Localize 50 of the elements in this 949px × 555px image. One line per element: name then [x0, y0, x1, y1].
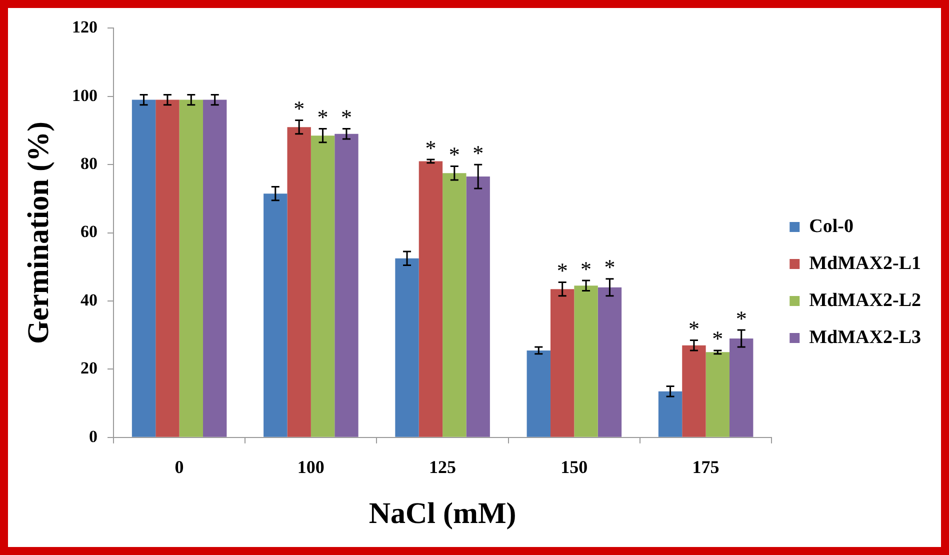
x-axis-title: NaCl (mM) — [368, 496, 516, 530]
y-axis-title: Germination (%) — [22, 122, 55, 344]
bar — [682, 345, 706, 437]
bar — [574, 286, 598, 437]
legend-label: MdMAX2-L3 — [809, 326, 922, 348]
bar — [418, 161, 443, 437]
bar — [264, 194, 288, 437]
data-label: * — [425, 135, 436, 160]
bar — [203, 100, 227, 437]
bar — [334, 134, 358, 437]
bar — [550, 289, 574, 437]
x-tick-label: 100 — [297, 456, 324, 477]
y-tick-label: 60 — [80, 222, 98, 242]
y-tick-label: 20 — [80, 358, 98, 378]
data-label: * — [688, 316, 700, 341]
legend-label: MdMAX2-L1 — [809, 252, 922, 274]
x-tick-label: 175 — [692, 456, 720, 477]
x-tick-label: 0 — [174, 456, 184, 477]
bar — [156, 100, 180, 437]
bar — [598, 287, 622, 437]
legend-label: MdMAX2-L2 — [809, 290, 922, 311]
bar — [287, 127, 311, 437]
data-label: * — [340, 104, 352, 130]
bar — [310, 136, 335, 437]
y-tick-label: 100 — [72, 86, 98, 105]
bar — [395, 258, 419, 437]
data-label: * — [448, 142, 460, 168]
bar — [179, 100, 204, 437]
data-label: * — [556, 258, 568, 284]
bar — [466, 176, 490, 437]
data-label: * — [580, 256, 592, 282]
data-label: * — [736, 306, 747, 331]
data-label: * — [712, 326, 724, 352]
bar — [658, 391, 682, 437]
bar — [526, 350, 550, 437]
bar — [706, 352, 730, 437]
bar — [132, 100, 156, 437]
y-tick-label: 40 — [80, 290, 98, 310]
y-tick-label: 120 — [72, 18, 98, 37]
bar — [730, 338, 754, 437]
data-label: * — [317, 104, 328, 130]
y-tick-label: 80 — [80, 154, 98, 173]
data-label: * — [294, 96, 305, 122]
x-tick-label: 150 — [560, 456, 588, 477]
y-tick-label: 0 — [89, 426, 98, 446]
data-label: * — [472, 140, 484, 166]
x-tick-label: 125 — [429, 456, 456, 477]
legend-label: Col-0 — [809, 216, 854, 237]
data-label: * — [604, 254, 616, 280]
bar — [442, 173, 466, 437]
